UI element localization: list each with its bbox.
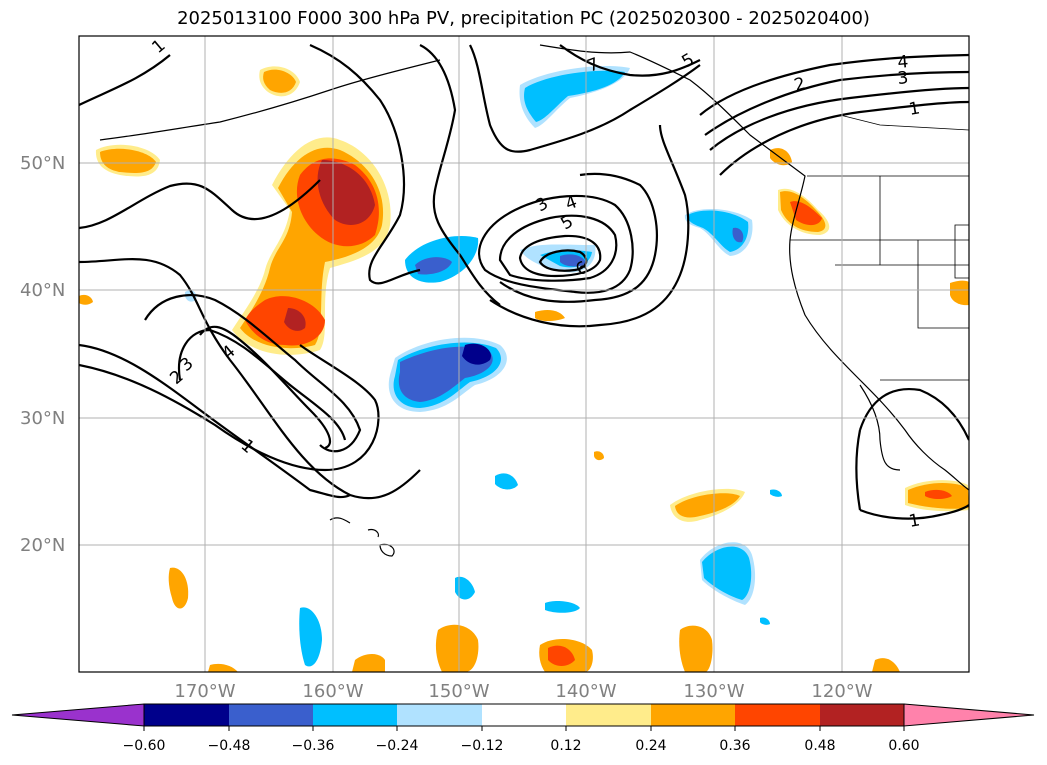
lat-label-30n: 30°N xyxy=(20,408,65,429)
pv-label-2-ne: 2 xyxy=(792,74,808,96)
colorbar-extend-high xyxy=(903,703,1035,727)
colorbar-extend-low xyxy=(11,703,145,727)
lon-label-160w: 160°W xyxy=(302,681,363,702)
colorbar-segment xyxy=(313,704,397,726)
colorbar-tick-label: −0.36 xyxy=(292,738,335,754)
latitude-labels: 50°N 40°N 30°N 20°N xyxy=(20,153,65,556)
lon-label-130w: 130°W xyxy=(683,681,744,702)
lon-label-140w: 140°W xyxy=(555,681,616,702)
colorbar-segment xyxy=(229,704,313,726)
colorbar-segment xyxy=(566,704,651,726)
lat-label-40n: 40°N xyxy=(20,280,65,301)
colorbar-segment xyxy=(820,704,904,726)
precip-anomaly-fill xyxy=(79,65,969,672)
colorbar-segment xyxy=(735,704,820,726)
lon-label-120w: 120°W xyxy=(811,681,872,702)
colorbar-tick-label: 0.48 xyxy=(804,738,835,754)
lon-label-150w: 150°W xyxy=(428,681,489,702)
map-title: 2025013100 F000 300 hPa PV, precipitatio… xyxy=(177,8,870,29)
colorbar-tick-label: 0.12 xyxy=(550,738,581,754)
colorbar-tick-label: −0.60 xyxy=(123,738,166,754)
pv-label-3-cyclone: 3 xyxy=(533,194,552,217)
colorbar-tick-label: 0.36 xyxy=(719,738,750,754)
lat-label-20n: 20°N xyxy=(20,535,65,556)
gridlines xyxy=(79,36,969,672)
map-frame xyxy=(78,35,970,673)
colorbar-segment xyxy=(144,704,229,726)
pv-label-4-ne: 4 xyxy=(897,52,910,73)
colorbar-tick-label: −0.48 xyxy=(208,738,251,754)
colorbar-tick-label: 0.24 xyxy=(635,738,666,754)
pv-label-1-ne: 1 xyxy=(907,98,921,120)
pv-label-3-ne: 3 xyxy=(897,68,910,89)
political-borders xyxy=(790,114,969,381)
pv-label-1-nw: 1 xyxy=(148,36,169,58)
colorbar-tick-label: 0.60 xyxy=(888,738,919,754)
longitude-labels: 170°W 160°W 150°W 140°W 130°W 120°W xyxy=(174,681,872,702)
colorbar-tick-label: −0.24 xyxy=(376,738,419,754)
colorbar-segment xyxy=(397,704,482,726)
pv-contours xyxy=(79,43,969,520)
colorbar-tick-label: −0.12 xyxy=(461,738,504,754)
pv-label-1-se: 1 xyxy=(907,510,921,532)
lon-label-170w: 170°W xyxy=(174,681,235,702)
colorbar-segment xyxy=(482,704,566,726)
lat-label-50n: 50°N xyxy=(20,153,65,174)
colorbar-segment xyxy=(651,704,735,726)
colorbar: −0.60 −0.48 −0.36 −0.24 −0.12 0.12 0.24 … xyxy=(11,703,1035,754)
pv-label-4-sw: 4 xyxy=(218,342,239,364)
